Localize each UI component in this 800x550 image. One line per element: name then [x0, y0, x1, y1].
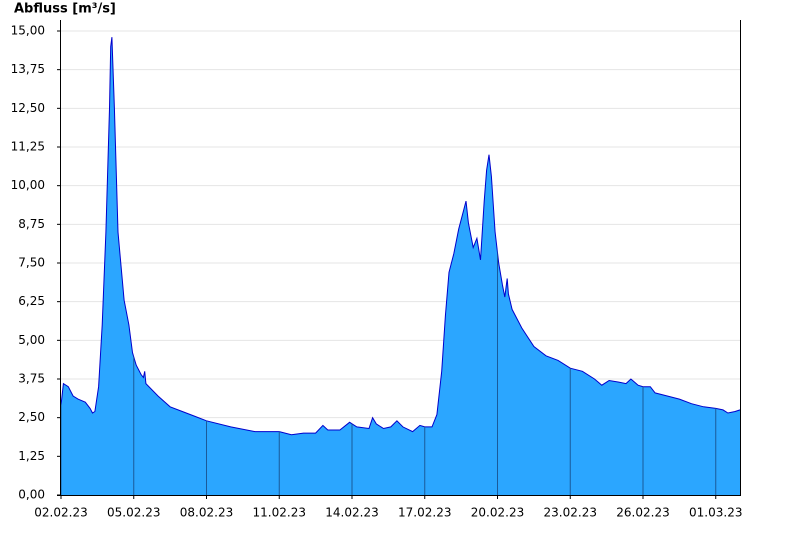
y-tick-label: 13,75: [11, 62, 45, 76]
area: [61, 37, 740, 495]
x-tick-label: 11.02.23: [253, 506, 306, 520]
y-tick-label: 15,00: [11, 24, 45, 38]
y-tick-label: 2,50: [18, 410, 45, 424]
y-tick-label: 5,00: [18, 333, 45, 347]
x-tick-label: 26.02.23: [616, 506, 669, 520]
x-tick-label: 14.02.23: [325, 506, 378, 520]
y-tick-label: 8,75: [18, 217, 45, 231]
y-tick-label: 0,00: [18, 488, 45, 502]
x-tick-label: 05.02.23: [107, 506, 160, 520]
y-tick-label: 10,00: [11, 178, 45, 192]
y-tick-label: 1,25: [18, 449, 45, 463]
y-tick-label: 12,50: [11, 101, 45, 115]
x-tick-label: 02.02.23: [34, 506, 87, 520]
y-tick-label: 11,25: [11, 140, 45, 154]
x-tick-label: 20.02.23: [471, 506, 524, 520]
x-tick-label: 17.02.23: [398, 506, 451, 520]
y-tick-label: 7,50: [18, 256, 45, 270]
line: [60, 37, 741, 436]
x-tick-label: 23.02.23: [544, 506, 597, 520]
y-tick-label: 6,25: [18, 294, 45, 308]
x-tick-label: 08.02.23: [180, 506, 233, 520]
y-tick-label: 3,75: [18, 372, 45, 386]
x-tick-label: 01.03.23: [689, 506, 742, 520]
chart-title: Abfluss [m³/s]: [14, 2, 116, 17]
